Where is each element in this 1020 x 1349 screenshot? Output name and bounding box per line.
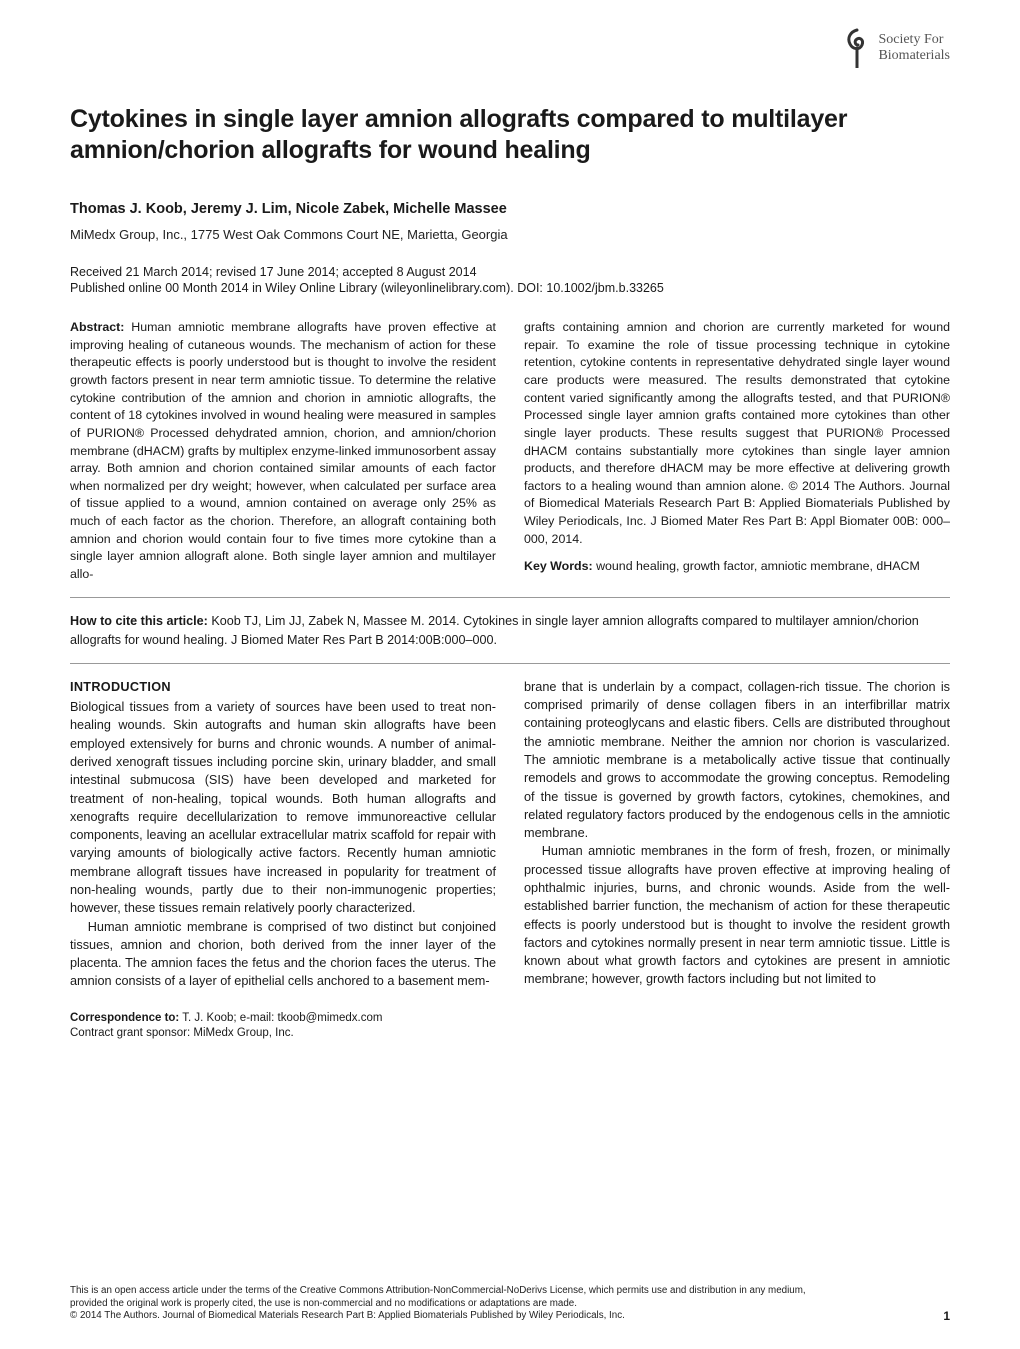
- correspondence-label: Correspondence to:: [70, 1012, 179, 1024]
- abstract-label: Abstract:: [70, 320, 124, 334]
- logo-line2: Biomaterials: [878, 48, 950, 64]
- divider-bottom: [70, 663, 950, 664]
- footer-line2: provided the original work is properly c…: [70, 1298, 950, 1311]
- page-number: 1: [943, 1309, 950, 1323]
- grant-sponsor: Contract grant sponsor: MiMedx Group, In…: [70, 1026, 496, 1042]
- body-p2: Human amniotic membrane is comprised of …: [70, 918, 496, 991]
- abstract-col1: Abstract: Human amniotic membrane allogr…: [70, 319, 496, 583]
- howtocite-label: How to cite this article:: [70, 614, 208, 628]
- history-received: Received 21 March 2014; revised 17 June …: [70, 264, 950, 281]
- history-published: Published online 00 Month 2014 in Wiley …: [70, 280, 950, 297]
- body-p4: Human amniotic membranes in the form of …: [524, 842, 950, 988]
- keywords-block: Key Words: wound healing, growth factor,…: [524, 558, 950, 576]
- article-history: Received 21 March 2014; revised 17 June …: [70, 264, 950, 298]
- logo-text: Society For Biomaterials: [878, 32, 950, 64]
- keywords-label: Key Words:: [524, 559, 593, 573]
- author-affiliation: MiMedx Group, Inc., 1775 West Oak Common…: [70, 227, 950, 242]
- divider-top: [70, 597, 950, 598]
- body-columns: INTRODUCTION Biological tissues from a v…: [70, 678, 950, 1042]
- keywords-text: wound healing, growth factor, amniotic m…: [596, 559, 920, 573]
- journal-logo: Society For Biomaterials: [842, 28, 950, 68]
- abstract-text-2: grafts containing amnion and chorion are…: [524, 320, 950, 545]
- body-p1: Biological tissues from a variety of sou…: [70, 698, 496, 917]
- page-root: Society For Biomaterials Cytokines in si…: [0, 0, 1020, 1349]
- correspondence-line: Correspondence to: T. J. Koob; e-mail: t…: [70, 1011, 496, 1027]
- abstract-text-1: Human amniotic membrane allografts have …: [70, 320, 496, 581]
- footer-line1: This is an open access article under the…: [70, 1285, 950, 1298]
- article-title: Cytokines in single layer amnion allogra…: [70, 104, 950, 167]
- footer-line3: © 2014 The Authors. Journal of Biomedica…: [70, 1310, 950, 1323]
- biomaterials-spiral-icon: [842, 28, 872, 68]
- body-col-right: brane that is underlain by a compact, co…: [524, 678, 950, 989]
- correspondence-text: T. J. Koob; e-mail: tkoob@mimedx.com: [182, 1012, 382, 1024]
- correspondence-block: Correspondence to: T. J. Koob; e-mail: t…: [70, 1011, 496, 1042]
- section-heading-introduction: INTRODUCTION: [70, 678, 496, 696]
- author-line: Thomas J. Koob, Jeremy J. Lim, Nicole Za…: [70, 201, 950, 217]
- how-to-cite: How to cite this article: Koob TJ, Lim J…: [70, 612, 950, 649]
- abstract-col2: grafts containing amnion and chorion are…: [524, 319, 950, 576]
- body-col-left: INTRODUCTION Biological tissues from a v…: [70, 678, 496, 1042]
- body-p3: brane that is underlain by a compact, co…: [524, 678, 950, 843]
- abstract-block: Abstract: Human amniotic membrane allogr…: [70, 319, 950, 583]
- logo-line1: Society For: [878, 32, 950, 48]
- footer-license: This is an open access article under the…: [70, 1285, 950, 1323]
